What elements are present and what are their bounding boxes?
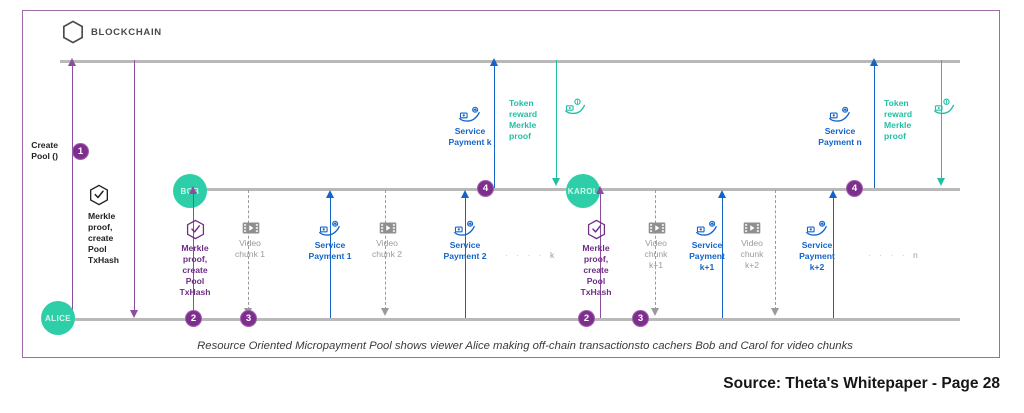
badge-2a: 2 — [185, 310, 202, 327]
source-attribution: Source: Theta's Whitepaper - Page 28 — [723, 375, 1000, 392]
arrowhead-up-payment-k — [489, 58, 498, 66]
label-create-pool: Create Pool () — [31, 140, 58, 161]
badge-4a: 4 — [477, 180, 494, 197]
node-karol[interactable]: KAROL — [566, 174, 600, 208]
hand-holding-coin-icon — [454, 220, 475, 236]
node-alice[interactable]: ALICE — [41, 301, 75, 335]
connector-service-payment-k1 — [722, 196, 723, 318]
connector-service-payment-2 — [465, 196, 466, 318]
badge-2b: 2 — [578, 310, 595, 327]
hexagon-icon — [63, 20, 83, 44]
hand-holding-coin-icon — [319, 220, 340, 236]
arrowhead-up-createpool — [67, 58, 76, 66]
hand-holding-coin-icon — [696, 220, 717, 236]
ellipsis-k: · · · · k — [505, 250, 555, 260]
lane-viewer — [60, 318, 960, 321]
hand-holding-token-icon — [934, 98, 955, 115]
connector-alice-createpool — [72, 64, 73, 319]
check-hexagon-icon — [587, 219, 606, 240]
film-strip-icon — [379, 222, 397, 234]
connector-video-chunk-k2 — [775, 190, 776, 310]
connector-service-payment-k — [494, 64, 495, 188]
label-video-chunk-2: Video chunk 2 — [371, 238, 403, 259]
arrowhead-up-payment-2 — [460, 190, 469, 198]
hand-holding-coin-icon — [829, 106, 850, 122]
label-service-payment-2: Service Payment 2 — [443, 240, 487, 261]
hand-holding-coin-icon — [806, 220, 827, 236]
connector-video-chunk-1 — [248, 190, 249, 310]
label-service-payment-n: Service Payment n — [818, 126, 862, 147]
arrowhead-up-merkle-bob — [188, 186, 197, 194]
label-token-reward-2: Token reward Merkle proof — [884, 98, 913, 141]
connector-token-reward-2 — [941, 60, 942, 180]
badge-3b: 3 — [632, 310, 649, 327]
connector-video-chunk-2 — [385, 190, 386, 310]
label-video-chunk-k2: Video chunk k+2 — [740, 238, 764, 270]
arrowhead-down-token-reward-2 — [936, 178, 945, 186]
label-merkle-bob: Merkle proof, create Pool TxHash — [179, 243, 211, 297]
badge-3a: 3 — [240, 310, 257, 327]
connector-token-reward-1 — [556, 60, 557, 180]
arrowhead-up-merkle-karol — [595, 186, 604, 194]
label-merkle-alice: Merkle proof, create Pool TxHash — [88, 211, 120, 265]
logo-label: BLOCKCHAIN — [91, 26, 162, 38]
check-hexagon-icon — [186, 219, 205, 240]
label-service-payment-1: Service Payment 1 — [308, 240, 352, 261]
connector-service-payment-1 — [330, 196, 331, 318]
arrowhead-up-payment-1 — [325, 190, 334, 198]
arrowhead-up-payment-n — [869, 58, 878, 66]
arrowhead-down-video-2 — [380, 308, 389, 316]
arrowhead-down-token-reward-1 — [551, 178, 560, 186]
connector-service-payment-n — [874, 64, 875, 188]
arrowhead-up-payment-k1 — [717, 190, 726, 198]
badge-4b: 4 — [846, 180, 863, 197]
arrowhead-down-video-k2 — [770, 308, 779, 316]
connector-service-payment-k2 — [833, 196, 834, 318]
ellipsis-k-label: k — [550, 250, 555, 260]
film-strip-icon — [648, 222, 666, 234]
connector-blockchain-alice-merkle — [134, 60, 135, 312]
connector-bob-merkle — [193, 192, 194, 318]
arrowhead-down-video-k1 — [650, 308, 659, 316]
label-service-payment-k2: Service Payment k+2 — [799, 240, 835, 272]
arrowhead-up-payment-k2 — [828, 190, 837, 198]
hand-holding-coin-icon — [459, 106, 480, 122]
connector-karol-merkle — [600, 192, 601, 318]
arrowhead-down-merkle-alice — [129, 310, 138, 318]
film-strip-icon — [242, 222, 260, 234]
label-token-reward-1: Token reward Merkle proof — [509, 98, 538, 141]
ellipsis-n-label: n — [913, 250, 918, 260]
blockchain-logo: BLOCKCHAIN — [62, 20, 162, 44]
connector-video-chunk-k1 — [655, 190, 656, 310]
label-video-chunk-k1: Video chunk k+1 — [644, 238, 668, 270]
diagram-caption: Resource Oriented Micropayment Pool show… — [197, 340, 853, 352]
ellipsis-n: · · · · n — [868, 250, 918, 260]
film-strip-icon — [743, 222, 761, 234]
hand-holding-token-icon — [565, 98, 586, 115]
check-hexagon-icon — [90, 184, 108, 206]
badge-1: 1 — [72, 143, 89, 160]
label-service-payment-k: Service Payment k — [448, 126, 492, 147]
label-service-payment-k1: Service Payment k+1 — [689, 240, 725, 272]
label-merkle-karol: Merkle proof, create Pool TxHash — [580, 243, 612, 297]
label-video-chunk-1: Video chunk 1 — [234, 238, 266, 259]
lane-blockchain — [60, 60, 960, 63]
